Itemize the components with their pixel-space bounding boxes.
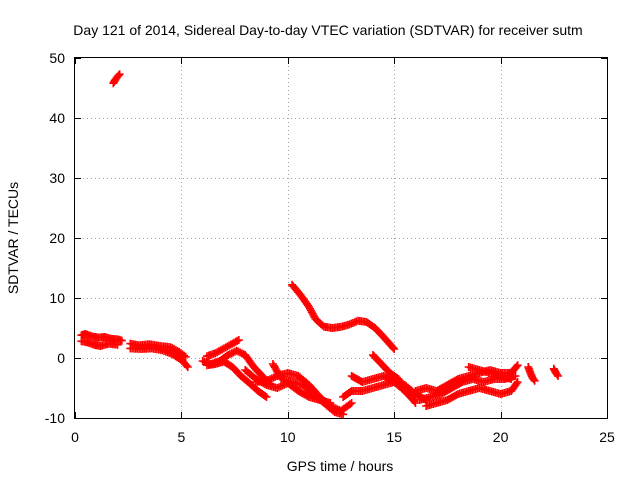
data-point	[234, 336, 243, 344]
data-point	[552, 370, 561, 379]
x-axis-label: GPS time / hours	[287, 458, 394, 474]
series-seg7	[202, 357, 271, 401]
data-point	[410, 397, 419, 406]
y-tick-label: 10	[49, 290, 65, 306]
series-seg20	[524, 363, 539, 385]
y-axis-label: SDTVAR / TECUs	[5, 182, 21, 294]
y-tick-label: 40	[49, 110, 65, 126]
series-seg8	[202, 336, 243, 361]
data-point	[278, 381, 287, 390]
data-point	[326, 399, 335, 407]
data-point	[180, 351, 189, 360]
data-point	[411, 399, 420, 407]
series-seg21	[549, 364, 563, 380]
grid-layer	[75, 58, 607, 418]
data-point	[339, 410, 348, 419]
y-tick-label: -10	[45, 410, 65, 426]
data-point	[507, 375, 516, 383]
data-point	[233, 336, 242, 345]
ticks-layer: 0 5 10 15 20 25 -10 0 10 20 30 40 50	[45, 50, 615, 445]
data-point	[529, 375, 538, 384]
x-tick-label: 0	[71, 429, 79, 445]
data-point	[513, 361, 522, 370]
data-point	[390, 345, 399, 353]
x-tick-label: 20	[493, 429, 509, 445]
y-tick-label: 20	[49, 230, 65, 246]
data-point	[181, 352, 190, 361]
series-seg18	[422, 378, 522, 410]
series-seg15	[368, 351, 420, 407]
data-point	[513, 378, 522, 386]
x-tick-label: 10	[280, 429, 296, 445]
data-point	[274, 383, 283, 392]
data-point	[512, 379, 521, 388]
data-point	[262, 393, 271, 401]
series-seg1	[109, 70, 124, 88]
data-point	[117, 336, 126, 345]
data-point	[346, 400, 355, 409]
y-tick-label: 0	[57, 350, 65, 366]
x-tick-label: 15	[386, 429, 402, 445]
data-point	[115, 70, 124, 79]
data-point	[113, 340, 122, 349]
data-point	[512, 362, 521, 371]
y-tick-label: 50	[49, 50, 65, 66]
data-point	[530, 376, 539, 385]
data-point	[511, 372, 520, 380]
data-point	[554, 372, 563, 380]
data-point	[347, 399, 356, 407]
y-tick-label: 30	[49, 170, 65, 186]
points-layer	[77, 70, 563, 419]
series-seg12	[288, 280, 399, 353]
series-seg3	[77, 337, 122, 350]
data-point	[183, 363, 192, 371]
series-seg5	[126, 344, 192, 371]
data-point	[182, 361, 191, 370]
plot-frame	[74, 57, 608, 419]
data-point	[269, 373, 278, 382]
x-tick-label: 5	[178, 429, 186, 445]
series-seg11	[241, 366, 335, 407]
x-tick-label: 25	[599, 429, 615, 445]
data-point	[389, 343, 398, 352]
data-point	[266, 375, 275, 384]
chart-title: Day 121 of 2014, Sidereal Day-to-day VTE…	[73, 22, 582, 38]
data-point	[261, 392, 270, 400]
data-point	[114, 71, 123, 80]
series-seg19	[464, 363, 516, 383]
